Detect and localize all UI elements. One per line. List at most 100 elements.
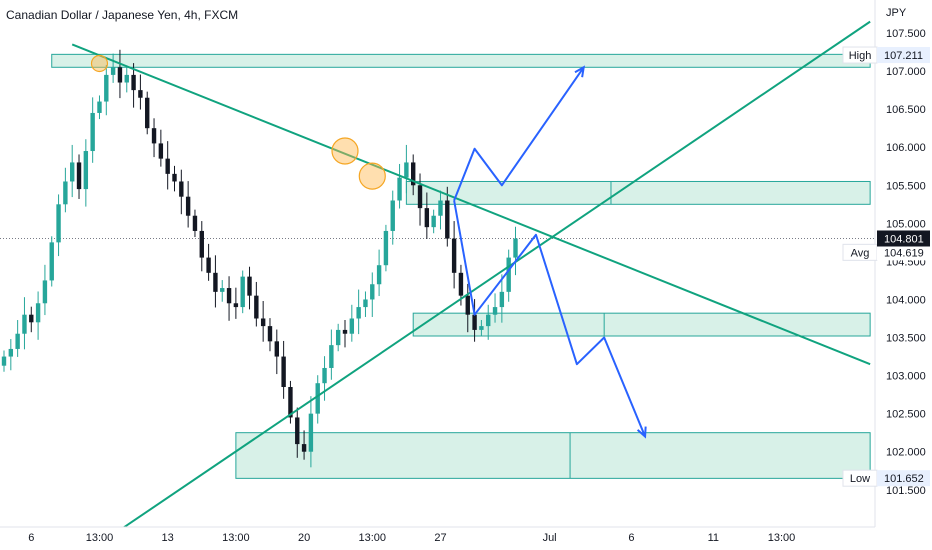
candle xyxy=(281,340,286,399)
x-tick-label: 6 xyxy=(28,532,34,544)
candle xyxy=(158,129,164,167)
candle-body xyxy=(424,208,430,228)
candle-body xyxy=(492,307,498,315)
projection-path-1 xyxy=(453,200,647,437)
candle-body xyxy=(220,288,225,292)
candle-body xyxy=(383,230,389,266)
candle xyxy=(83,139,89,207)
candle xyxy=(185,181,191,228)
candle-body xyxy=(213,272,218,292)
candle-body xyxy=(49,242,54,281)
x-tick-label: 6 xyxy=(628,532,634,544)
candle xyxy=(390,190,395,245)
candle xyxy=(104,65,109,116)
chart-title: Canadian Dollar / Japanese Yen, 4h, FXCM xyxy=(6,8,239,22)
candle xyxy=(151,118,157,158)
candle-body xyxy=(124,74,129,83)
candle-body xyxy=(35,303,41,323)
candle xyxy=(288,380,293,424)
candle xyxy=(417,173,423,226)
candle xyxy=(8,339,14,371)
candle-body xyxy=(438,200,443,216)
zone-3 xyxy=(235,432,871,479)
projection-arrowhead-1 xyxy=(636,426,647,439)
trendline-0 xyxy=(71,43,871,366)
candle-body xyxy=(15,333,20,349)
candle xyxy=(165,141,170,190)
x-tick-label: 13:00 xyxy=(768,532,796,544)
candle-body xyxy=(506,257,511,292)
low-value-bg xyxy=(877,470,930,487)
zone-0 xyxy=(51,53,871,68)
candle-body xyxy=(329,345,334,368)
candle-body xyxy=(104,74,109,102)
candle xyxy=(138,74,143,110)
candle xyxy=(335,323,341,352)
candle-body xyxy=(335,329,341,346)
candle xyxy=(179,169,184,215)
candle-body xyxy=(451,238,457,273)
candle xyxy=(274,329,279,375)
low-value: 101.652 xyxy=(884,473,924,485)
candle-body xyxy=(131,74,136,91)
candle xyxy=(445,186,450,247)
candle-body xyxy=(274,341,279,357)
candle xyxy=(63,167,68,213)
y-tick-label: 105.000 xyxy=(886,218,926,230)
candle xyxy=(117,49,123,99)
candle-body xyxy=(322,367,327,384)
candle xyxy=(254,281,259,327)
candle-body xyxy=(431,215,436,228)
candle xyxy=(295,407,300,458)
candle-body xyxy=(472,314,477,330)
candle-body xyxy=(97,101,102,113)
candle-body xyxy=(8,348,14,357)
candle xyxy=(472,299,477,342)
candle-body xyxy=(254,295,259,319)
trendline-1 xyxy=(122,20,871,527)
y-tick-label: 102.000 xyxy=(886,447,926,459)
highlight-circle-2 xyxy=(358,162,386,190)
candle xyxy=(240,270,245,314)
x-tick-label: 13:00 xyxy=(222,532,250,544)
y-tick-label: 107.500 xyxy=(886,28,926,40)
candle-body xyxy=(301,444,307,452)
x-tick-label: Jul xyxy=(543,532,557,544)
candle-body xyxy=(404,162,409,178)
candle xyxy=(220,280,225,302)
candle-body xyxy=(370,284,375,300)
candle-body xyxy=(110,67,116,75)
candle-body xyxy=(1,356,7,366)
high-value-bg xyxy=(877,47,930,64)
candle xyxy=(124,66,129,93)
y-tick-label: 103.000 xyxy=(886,371,926,383)
candle-body xyxy=(376,265,382,285)
candle-body xyxy=(138,90,143,98)
candle xyxy=(370,272,375,317)
candle xyxy=(29,306,34,333)
avg-value: 104.619 xyxy=(884,247,924,259)
candle xyxy=(172,165,177,192)
candle xyxy=(479,320,484,337)
candle-body xyxy=(411,162,416,186)
candle-body xyxy=(247,276,252,296)
candle xyxy=(506,249,511,302)
candle-body xyxy=(486,314,491,327)
candle xyxy=(35,291,41,340)
candle-body xyxy=(206,257,211,273)
candle xyxy=(356,289,361,335)
candle-body xyxy=(90,112,95,152)
y-tick-label: 103.500 xyxy=(886,333,926,345)
candle xyxy=(90,97,95,163)
candle-body xyxy=(22,314,27,334)
candle xyxy=(342,320,348,348)
candle xyxy=(513,226,518,276)
candle xyxy=(110,53,116,83)
candle-body xyxy=(151,128,157,144)
candle-body xyxy=(199,230,204,258)
candle xyxy=(486,304,491,340)
plot-area xyxy=(0,20,875,527)
candle-body xyxy=(185,196,191,216)
y-tick-label: 107.000 xyxy=(886,66,926,78)
